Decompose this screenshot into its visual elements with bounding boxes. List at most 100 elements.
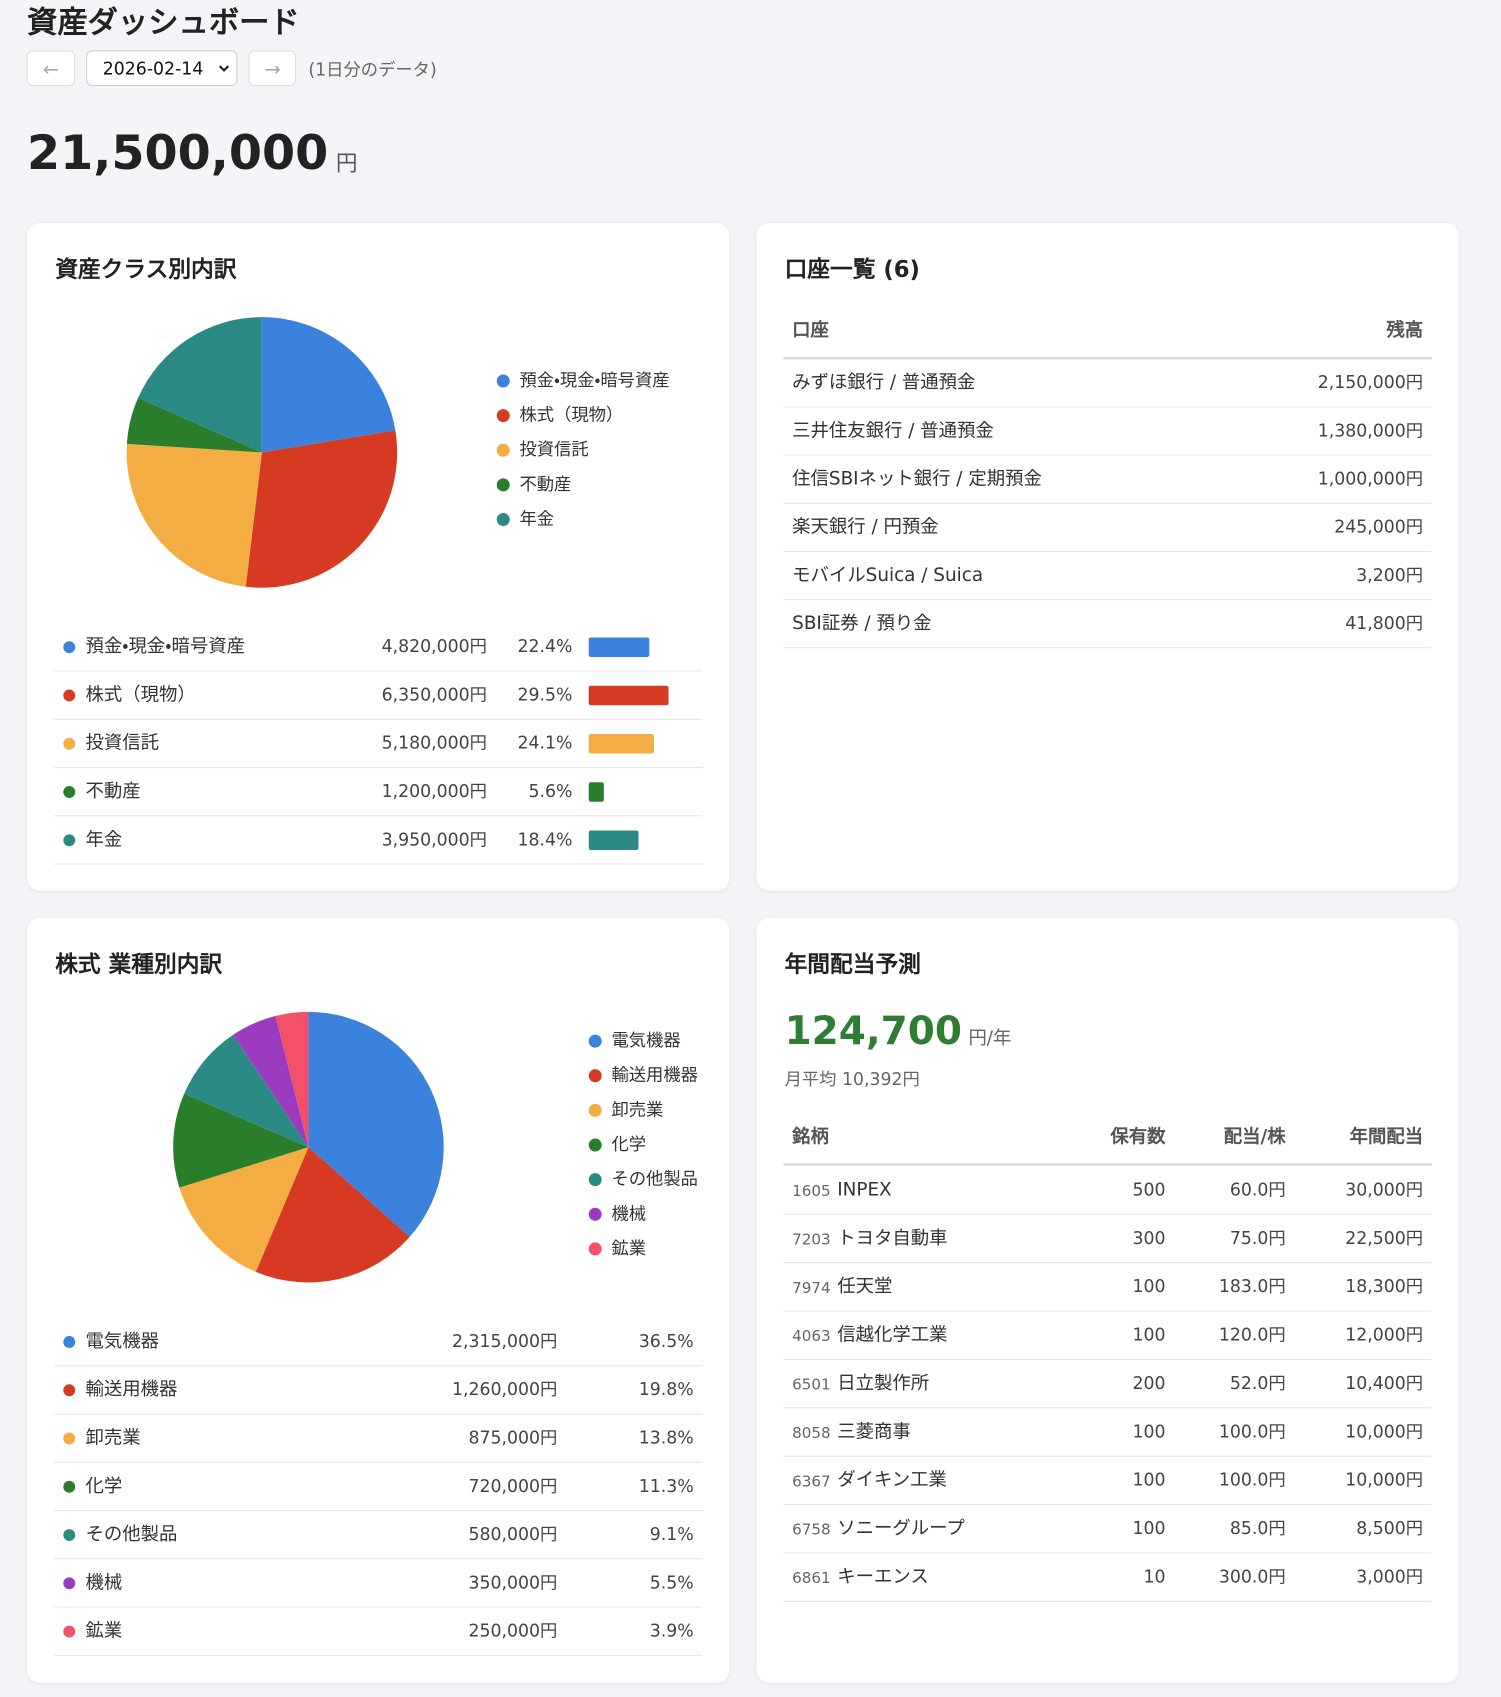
row-dot (63, 1432, 76, 1445)
row-dot (63, 689, 76, 702)
row-label: 預金・現金・暗号資産 (85, 636, 244, 657)
dividend-per-share: 60.0円 (1230, 1180, 1286, 1200)
account-name: SBI証券 / 預り金 (792, 613, 931, 634)
row-label: その他製品 (85, 1524, 177, 1545)
row-dot (63, 786, 76, 798)
card-title: 株式 業種別内訳 (55, 951, 222, 978)
dividend-per-share: 75.0円 (1230, 1229, 1286, 1249)
column-header: 年間配当 (1350, 1125, 1424, 1147)
legend-label: 不動産 (519, 475, 571, 495)
stock-name: 信越化学工業 (837, 1325, 947, 1346)
dividend-monthly: 月平均 10,392円 (785, 1070, 920, 1090)
stock-name: INPEX (837, 1179, 892, 1200)
stock-code: 1605 (792, 1182, 831, 1200)
next-arrow: → (265, 58, 281, 81)
shares: 200 (1133, 1374, 1166, 1394)
legend-dot (588, 1069, 602, 1083)
row-label: 投資信託 (85, 733, 159, 754)
card-title: 年間配当予測 (785, 951, 921, 978)
prev-arrow: ← (43, 58, 59, 81)
shares: 500 (1133, 1180, 1166, 1200)
row-label: 機械 (85, 1572, 122, 1593)
stock-name: トヨタ自動車 (837, 1228, 947, 1249)
date-select[interactable] (86, 50, 238, 87)
row-amount: 580,000円 (469, 1525, 558, 1545)
stock-code: 6501 (792, 1376, 831, 1394)
annual-dividend: 10,400円 (1345, 1374, 1423, 1394)
row-label: 輸送用機器 (85, 1379, 177, 1400)
row-dot (63, 1384, 76, 1397)
row-percent: 5.5% (650, 1573, 694, 1593)
row-dot (63, 1577, 76, 1590)
row-label: 年金 (85, 829, 122, 850)
row-amount: 875,000円 (469, 1429, 558, 1449)
shares: 100 (1133, 1422, 1166, 1442)
legend-label: その他製品 (611, 1170, 697, 1190)
account-balance: 1,380,000円 (1318, 421, 1423, 441)
column-header: 銘柄 (791, 1125, 829, 1147)
stock-code: 6367 (792, 1472, 831, 1490)
row-percent: 36.5% (639, 1332, 694, 1352)
row-label: 株式（現物） (85, 684, 195, 705)
row-label: 電気機器 (85, 1331, 159, 1352)
pie-slice (179, 1147, 309, 1272)
annual-dividend: 3,000円 (1356, 1567, 1423, 1587)
pie-slice (308, 1011, 444, 1237)
dividend-per-share: 120.0円 (1219, 1326, 1286, 1346)
data-note: (1日分のデータ) (308, 59, 436, 80)
legend-dot (588, 1138, 602, 1152)
account-balance: 3,200円 (1356, 566, 1423, 586)
row-percent: 3.9% (650, 1622, 694, 1642)
stock-code: 6861 (792, 1569, 831, 1587)
row-label: 鉱業 (85, 1621, 122, 1642)
stock-name: ダイキン工業 (837, 1470, 947, 1491)
row-percent: 19.8% (639, 1380, 694, 1400)
dividend-unit: 円/年 (968, 1028, 1011, 1049)
card-title: 口座一覧 (6) (785, 256, 920, 283)
row-label: 化学 (85, 1476, 122, 1497)
pie-slice (261, 317, 396, 453)
legend-dot (496, 409, 510, 423)
legend-label: 鉱業 (611, 1239, 646, 1259)
pie-slice (126, 397, 262, 453)
row-amount: 5,180,000円 (382, 734, 487, 754)
legend-label: 預金・現金・暗号資産 (519, 371, 669, 391)
stock-code: 6758 (792, 1521, 831, 1539)
pie-slice (255, 1147, 410, 1283)
legend-label: 機械 (611, 1204, 646, 1224)
prev-button[interactable] (26, 50, 76, 87)
row-amount: 250,000円 (469, 1622, 558, 1642)
pie-slice (245, 430, 398, 588)
dividend-per-share: 100.0円 (1219, 1422, 1286, 1442)
dividend-per-share: 52.0円 (1230, 1374, 1286, 1394)
legend-label: 年金 (519, 510, 554, 530)
pie-slice (173, 1093, 309, 1188)
row-dot (63, 834, 76, 847)
shares: 300 (1133, 1229, 1166, 1249)
next-button[interactable] (248, 50, 296, 87)
legend-label: 輸送用機器 (611, 1066, 697, 1086)
legend-dot (588, 1207, 602, 1221)
dividend-total: 124,700 (785, 1009, 962, 1054)
select-arrow (218, 65, 230, 72)
pie-slice (184, 1034, 309, 1148)
pie-slice (275, 1011, 309, 1148)
legend-dot (496, 374, 510, 388)
shares: 100 (1133, 1277, 1166, 1297)
row-amount: 1,200,000円 (382, 782, 487, 802)
page-title: 資産ダッシュボード (27, 4, 300, 40)
account-name: 楽天銀行 / 円預金 (792, 517, 939, 538)
account-name: モバイルSuica / Suica (792, 565, 983, 586)
account-name: 住信SBIネット銀行 / 定期預金 (792, 468, 1042, 489)
stock-code: 7203 (792, 1230, 831, 1248)
stock-code: 7974 (792, 1279, 831, 1297)
dividend-per-share: 85.0円 (1230, 1519, 1286, 1539)
column-header: 配当/株 (1224, 1125, 1286, 1147)
row-percent: 9.1% (650, 1525, 694, 1545)
shares: 100 (1133, 1519, 1166, 1539)
card-title: 資産クラス別内訳 (55, 256, 237, 283)
annual-dividend: 12,000円 (1345, 1326, 1423, 1346)
legend-label: 株式（現物） (519, 406, 623, 426)
pie-slice (233, 1015, 309, 1148)
account-balance: 41,800円 (1345, 614, 1423, 634)
